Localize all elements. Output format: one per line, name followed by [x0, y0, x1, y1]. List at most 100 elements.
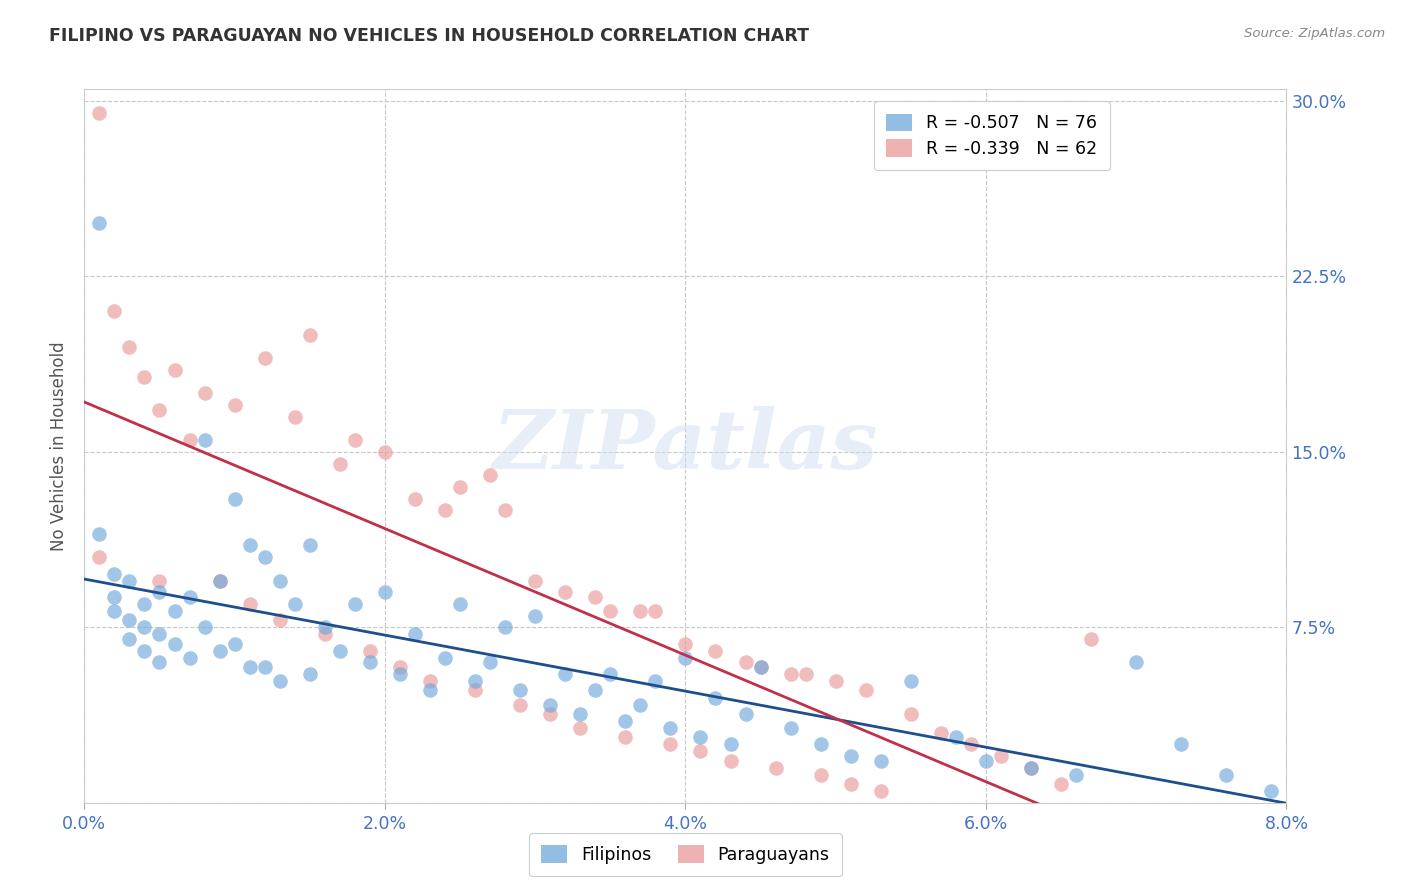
Point — [148, 402, 170, 417]
Point — [765, 761, 787, 775]
Point — [148, 585, 170, 599]
Point — [720, 754, 742, 768]
Point — [554, 585, 576, 599]
Point — [134, 644, 156, 658]
Point — [779, 721, 801, 735]
Point — [434, 650, 457, 665]
Point — [359, 644, 381, 658]
Point — [449, 597, 471, 611]
Point — [569, 721, 592, 735]
Point — [990, 749, 1012, 764]
Point — [359, 656, 381, 670]
Point — [194, 386, 217, 401]
Point — [434, 503, 457, 517]
Point — [524, 608, 547, 623]
Point — [163, 604, 186, 618]
Point — [929, 725, 952, 739]
Point — [148, 574, 170, 588]
Point — [494, 620, 516, 634]
Point — [749, 660, 772, 674]
Point — [689, 744, 711, 758]
Text: Source: ZipAtlas.com: Source: ZipAtlas.com — [1244, 27, 1385, 40]
Point — [269, 613, 291, 627]
Point — [720, 737, 742, 751]
Point — [419, 674, 441, 689]
Point — [103, 590, 125, 604]
Legend: Filipinos, Paraguayans: Filipinos, Paraguayans — [529, 833, 842, 876]
Point — [689, 731, 711, 745]
Point — [869, 784, 891, 798]
Point — [148, 627, 170, 641]
Point — [464, 683, 486, 698]
Point — [148, 656, 170, 670]
Point — [675, 650, 697, 665]
Point — [134, 370, 156, 384]
Point — [599, 667, 621, 681]
Point — [599, 604, 621, 618]
Point — [208, 574, 231, 588]
Point — [89, 550, 111, 565]
Point — [194, 433, 217, 447]
Point — [794, 667, 817, 681]
Text: ZIPatlas: ZIPatlas — [492, 406, 879, 486]
Point — [118, 574, 141, 588]
Point — [89, 105, 111, 120]
Point — [1019, 761, 1042, 775]
Point — [644, 674, 666, 689]
Point — [900, 706, 922, 721]
Point — [839, 777, 862, 791]
Point — [945, 731, 967, 745]
Point — [253, 351, 276, 366]
Point — [298, 538, 321, 552]
Point — [179, 433, 201, 447]
Point — [869, 754, 891, 768]
Point — [284, 597, 307, 611]
Point — [103, 304, 125, 318]
Point — [1064, 768, 1087, 782]
Point — [118, 613, 141, 627]
Point — [1019, 761, 1042, 775]
Point — [974, 754, 997, 768]
Point — [900, 674, 922, 689]
Point — [839, 749, 862, 764]
Point — [734, 706, 756, 721]
Point — [494, 503, 516, 517]
Text: FILIPINO VS PARAGUAYAN NO VEHICLES IN HOUSEHOLD CORRELATION CHART: FILIPINO VS PARAGUAYAN NO VEHICLES IN HO… — [49, 27, 810, 45]
Point — [1080, 632, 1102, 646]
Point — [134, 620, 156, 634]
Point — [118, 340, 141, 354]
Point — [343, 597, 366, 611]
Point — [118, 632, 141, 646]
Point — [449, 480, 471, 494]
Point — [1260, 784, 1282, 798]
Point — [239, 597, 262, 611]
Y-axis label: No Vehicles in Household: No Vehicles in Household — [51, 341, 69, 551]
Point — [239, 660, 262, 674]
Point — [734, 656, 756, 670]
Point — [194, 620, 217, 634]
Point — [343, 433, 366, 447]
Point — [628, 604, 651, 618]
Point — [464, 674, 486, 689]
Point — [1125, 656, 1147, 670]
Point — [810, 737, 832, 751]
Point — [749, 660, 772, 674]
Point — [163, 363, 186, 377]
Point — [269, 574, 291, 588]
Point — [404, 491, 426, 506]
Point — [960, 737, 983, 751]
Point — [704, 690, 727, 705]
Point — [179, 650, 201, 665]
Point — [644, 604, 666, 618]
Point — [224, 491, 246, 506]
Point — [329, 644, 352, 658]
Point — [583, 683, 606, 698]
Point — [479, 656, 502, 670]
Point — [419, 683, 441, 698]
Point — [554, 667, 576, 681]
Point — [224, 398, 246, 412]
Point — [675, 637, 697, 651]
Point — [779, 667, 801, 681]
Point — [1170, 737, 1192, 751]
Point — [374, 445, 396, 459]
